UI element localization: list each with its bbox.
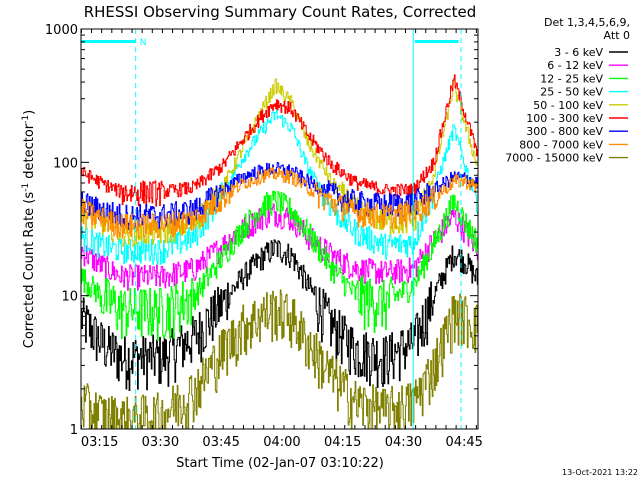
- y-axis-label: Corrected Count Rate (s-1 detector-1): [21, 110, 37, 348]
- footer-date: 13-Oct-2021 13:22: [562, 468, 638, 477]
- marker-layer: N: [81, 29, 462, 429]
- legend-label: 12 - 25 keV: [540, 72, 603, 85]
- series-line-3: [81, 190, 478, 342]
- y-tick-label: 1: [70, 423, 78, 438]
- y-axis-label-sup: -1: [21, 183, 31, 192]
- night-bar-2: [414, 40, 459, 43]
- y-axis-label-part: Corrected Count Rate (s: [22, 192, 37, 349]
- y-tick-label: 10: [61, 290, 78, 305]
- y-axis-label-sup: -1: [21, 115, 31, 124]
- x-tick-label: 04:30: [385, 435, 422, 450]
- x-tick-label: 03:45: [202, 435, 239, 450]
- y-tick-label: 1000: [45, 23, 78, 38]
- y-axis-label-part: ): [22, 110, 37, 115]
- x-axis: 03:15 03:30 03:45 04:00 04:15 04:30 04:45: [81, 29, 483, 450]
- x-tick-label: 04:15: [324, 435, 361, 450]
- x-tick-label: 04:00: [263, 435, 300, 450]
- series-layer: [81, 74, 478, 429]
- chart-title: RHESSI Observing Summary Count Rates, Co…: [84, 3, 477, 21]
- x-tick-label: 04:45: [445, 435, 482, 450]
- legend-label: 100 - 300 keV: [526, 112, 603, 125]
- legend-label: 25 - 50 keV: [540, 86, 603, 99]
- y-axis-label-part: detector: [22, 123, 37, 183]
- legend-header-line2: Att 0: [604, 29, 630, 42]
- x-tick-label: 03:30: [142, 435, 179, 450]
- night-bar-1: [81, 40, 136, 43]
- y-tick-label: 100: [53, 156, 78, 171]
- night-label: N: [140, 38, 147, 48]
- legend-label: 3 - 6 keV: [554, 46, 603, 59]
- legend-label: 300 - 800 keV: [526, 125, 603, 138]
- legend-label: 800 - 7000 keV: [519, 138, 603, 151]
- series-line-9: [81, 289, 478, 429]
- series-line-2: [81, 203, 478, 291]
- legend-label: 6 - 12 keV: [547, 59, 603, 72]
- series-line-1: [81, 239, 478, 392]
- legend-label: 7000 - 15000 keV: [505, 152, 603, 165]
- x-tick-label: 03:15: [81, 435, 118, 450]
- plot-frame: [80, 28, 479, 430]
- series-line-8: [81, 167, 478, 239]
- legend-header-line1: Det 1,3,4,5,6,9,: [544, 16, 630, 29]
- series-line-4: [81, 109, 478, 265]
- x-axis-label: Start Time (02-Jan-07 03:10:22): [176, 456, 384, 471]
- y-axis: 1 10 100 1000: [45, 23, 478, 438]
- legend-label: 50 - 100 keV: [533, 99, 603, 112]
